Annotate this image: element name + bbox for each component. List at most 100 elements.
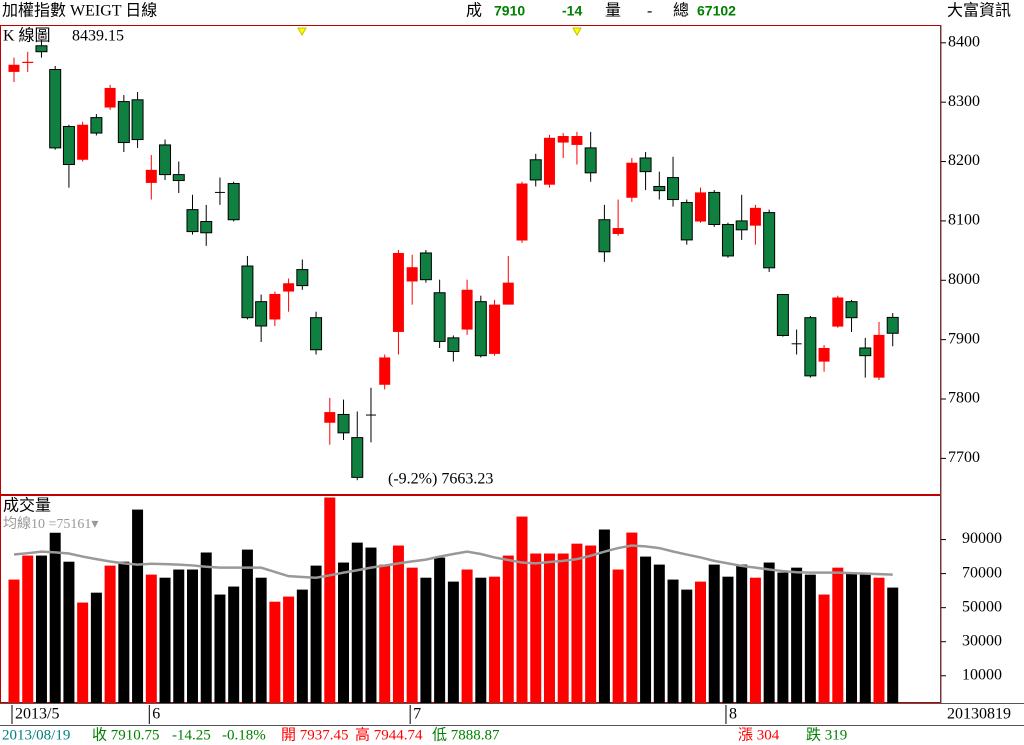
total: 67102	[697, 3, 736, 19]
candle-body	[598, 219, 611, 253]
volume-bar	[502, 555, 514, 703]
y-tick-label: 7800	[948, 390, 980, 407]
volume-bar	[777, 572, 789, 703]
volume-bar	[653, 564, 665, 703]
volume-bar	[49, 532, 61, 703]
candle-body	[104, 87, 116, 108]
volume-bar	[132, 509, 144, 703]
ma-line	[13, 544, 893, 579]
volume-bar	[296, 589, 308, 703]
volume-bar	[791, 567, 803, 703]
candle-body	[708, 191, 721, 225]
candle-body	[392, 252, 404, 332]
volume-bar	[324, 497, 336, 703]
volume-bar	[749, 577, 761, 703]
status-item: -14.25	[172, 727, 211, 743]
candle-body	[489, 304, 501, 354]
candle-body	[695, 192, 706, 222]
volume: -	[647, 3, 652, 20]
candle-body	[255, 301, 268, 327]
price-title: K 線圖	[3, 27, 51, 45]
candle-body	[859, 347, 872, 357]
candle-body	[406, 267, 418, 282]
volume-bar	[832, 567, 844, 703]
volume-bar	[763, 562, 775, 703]
candle-body	[117, 101, 130, 144]
candle-body	[832, 297, 844, 327]
candle-body	[626, 162, 638, 198]
y-tick-label: 8100	[948, 212, 980, 229]
candle-body	[200, 221, 213, 234]
x-tick-label: 8	[729, 706, 737, 723]
volume-bar	[543, 553, 555, 703]
candle-body	[351, 437, 364, 478]
candle-body	[735, 220, 748, 231]
volume-bar	[255, 577, 267, 703]
volume-label: 量	[605, 3, 621, 20]
status-item: 跌 319	[806, 726, 847, 743]
y-tick-label: 7700	[948, 449, 980, 466]
x-tick-label: 2013/5	[15, 706, 59, 723]
y-tick-label: 70000	[962, 564, 1002, 581]
volume-bar	[22, 555, 34, 703]
y-tick-label: 7900	[948, 330, 980, 347]
y-tick-label: 8200	[948, 152, 980, 169]
status-item: 開 7937.45	[281, 727, 349, 743]
volume-bar	[379, 564, 391, 703]
volume-bar	[310, 565, 322, 703]
volume-bar	[859, 572, 871, 703]
volume-bar	[887, 587, 899, 703]
candle-body	[474, 301, 487, 357]
volume-bar	[461, 569, 473, 703]
status-item: 高 7944.74	[355, 726, 423, 743]
candle-body	[8, 64, 20, 72]
status-item: 收 7910.75	[92, 726, 160, 743]
candle-body	[680, 202, 693, 241]
candle-body	[419, 252, 432, 281]
volume-bar	[228, 586, 240, 703]
volume-bar	[557, 553, 569, 703]
volume-bar	[475, 577, 487, 703]
change: -14	[562, 3, 582, 19]
volume-bar	[186, 569, 198, 703]
candle-body	[763, 212, 776, 269]
volume-bar	[722, 576, 734, 703]
status-item: 2013/08/19	[2, 727, 70, 743]
candle-body	[529, 159, 542, 181]
candle-body	[62, 126, 75, 166]
header-title: 加權指數 WEIGT 日線	[2, 2, 157, 20]
candle-body	[77, 124, 89, 160]
y-tick-label: 10000	[962, 666, 1002, 683]
candle-body	[269, 293, 281, 320]
volume-bar	[571, 543, 583, 703]
volume-bar	[159, 577, 171, 703]
volume-bar	[63, 561, 75, 703]
candle-body	[90, 117, 103, 134]
candle-body	[721, 223, 734, 257]
candle-body	[283, 283, 295, 292]
y-tick-label: 50000	[962, 598, 1002, 615]
candle-body	[447, 337, 460, 353]
volume-bar	[241, 549, 253, 703]
candle-body	[804, 317, 817, 377]
volume-bar	[612, 569, 624, 703]
y-tick-label: 30000	[962, 632, 1002, 649]
candle-body	[324, 412, 336, 423]
y-tick-label: 8300	[948, 93, 980, 110]
volume-bar	[530, 553, 542, 703]
deal-label: 成	[466, 2, 482, 20]
candle-body	[612, 228, 624, 234]
y-tick-label: 90000	[962, 530, 1002, 547]
candle-body	[145, 169, 157, 183]
candle-body	[571, 136, 583, 145]
candle-body	[22, 61, 34, 63]
volume-bar	[667, 579, 679, 703]
volume-title: 成交量	[3, 497, 51, 515]
y-tick-label: 8400	[948, 33, 980, 50]
volume-bar	[736, 564, 748, 703]
candle-body	[159, 144, 172, 176]
volume-bar	[420, 577, 432, 703]
x-tick-label: 7	[413, 706, 421, 723]
volume-bar	[640, 556, 652, 703]
